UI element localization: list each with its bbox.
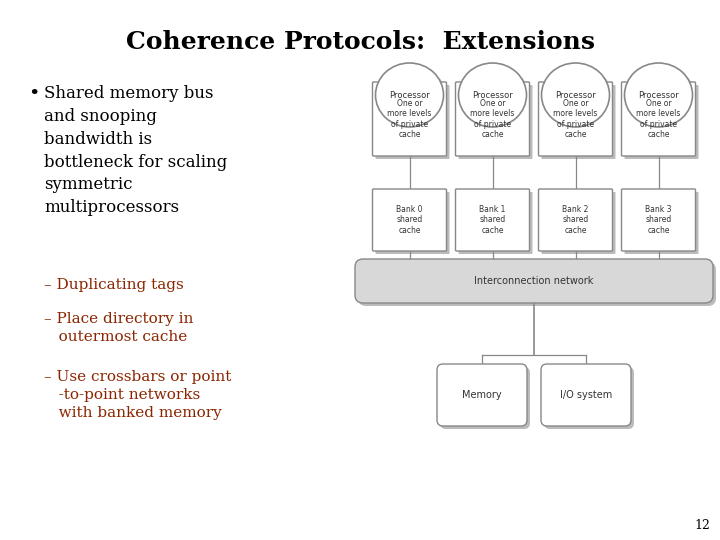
FancyBboxPatch shape bbox=[437, 364, 527, 426]
Text: Processor: Processor bbox=[389, 91, 430, 99]
FancyBboxPatch shape bbox=[541, 364, 631, 426]
FancyBboxPatch shape bbox=[544, 367, 634, 429]
FancyBboxPatch shape bbox=[621, 189, 696, 251]
Ellipse shape bbox=[541, 63, 610, 127]
Text: Bank 0
shared
cache: Bank 0 shared cache bbox=[396, 205, 423, 235]
FancyBboxPatch shape bbox=[456, 189, 529, 251]
FancyBboxPatch shape bbox=[372, 82, 446, 156]
FancyBboxPatch shape bbox=[355, 259, 713, 303]
Text: One or
more levels
of private
cache: One or more levels of private cache bbox=[553, 99, 598, 139]
Text: Bank 2
shared
cache: Bank 2 shared cache bbox=[562, 205, 589, 235]
Text: Processor: Processor bbox=[472, 91, 513, 99]
FancyBboxPatch shape bbox=[459, 85, 533, 159]
Text: •: • bbox=[28, 85, 40, 103]
Text: Processor: Processor bbox=[555, 91, 596, 99]
FancyBboxPatch shape bbox=[541, 192, 616, 254]
Text: Interconnection network: Interconnection network bbox=[474, 276, 594, 286]
Text: – Use crossbars or point
   -to-point networks
   with banked memory: – Use crossbars or point -to-point netwo… bbox=[44, 370, 231, 420]
FancyBboxPatch shape bbox=[539, 189, 613, 251]
FancyBboxPatch shape bbox=[372, 189, 446, 251]
Ellipse shape bbox=[629, 67, 696, 131]
Ellipse shape bbox=[546, 67, 613, 131]
Text: Memory: Memory bbox=[462, 390, 502, 400]
Ellipse shape bbox=[379, 67, 448, 131]
FancyBboxPatch shape bbox=[376, 85, 449, 159]
FancyBboxPatch shape bbox=[440, 367, 530, 429]
FancyBboxPatch shape bbox=[376, 192, 449, 254]
Ellipse shape bbox=[459, 63, 526, 127]
Text: One or
more levels
of private
cache: One or more levels of private cache bbox=[636, 99, 680, 139]
Text: One or
more levels
of private
cache: One or more levels of private cache bbox=[387, 99, 432, 139]
Text: Bank 1
shared
cache: Bank 1 shared cache bbox=[480, 205, 505, 235]
Text: Shared memory bus
and snooping
bandwidth is
bottleneck for scaling
symmetric
mul: Shared memory bus and snooping bandwidth… bbox=[44, 85, 228, 216]
FancyBboxPatch shape bbox=[456, 82, 529, 156]
Text: Coherence Protocols:  Extensions: Coherence Protocols: Extensions bbox=[125, 30, 595, 54]
Ellipse shape bbox=[462, 67, 531, 131]
Text: Processor: Processor bbox=[638, 91, 679, 99]
FancyBboxPatch shape bbox=[624, 192, 698, 254]
Text: – Duplicating tags: – Duplicating tags bbox=[44, 278, 184, 292]
Text: I/O system: I/O system bbox=[560, 390, 612, 400]
FancyBboxPatch shape bbox=[541, 85, 616, 159]
Text: One or
more levels
of private
cache: One or more levels of private cache bbox=[470, 99, 515, 139]
Text: Bank 3
shared
cache: Bank 3 shared cache bbox=[645, 205, 672, 235]
FancyBboxPatch shape bbox=[358, 262, 716, 306]
FancyBboxPatch shape bbox=[624, 85, 698, 159]
FancyBboxPatch shape bbox=[621, 82, 696, 156]
FancyBboxPatch shape bbox=[539, 82, 613, 156]
Text: 12: 12 bbox=[694, 519, 710, 532]
Text: – Place directory in
   outermost cache: – Place directory in outermost cache bbox=[44, 312, 194, 344]
Ellipse shape bbox=[624, 63, 693, 127]
Ellipse shape bbox=[376, 63, 444, 127]
FancyBboxPatch shape bbox=[459, 192, 533, 254]
